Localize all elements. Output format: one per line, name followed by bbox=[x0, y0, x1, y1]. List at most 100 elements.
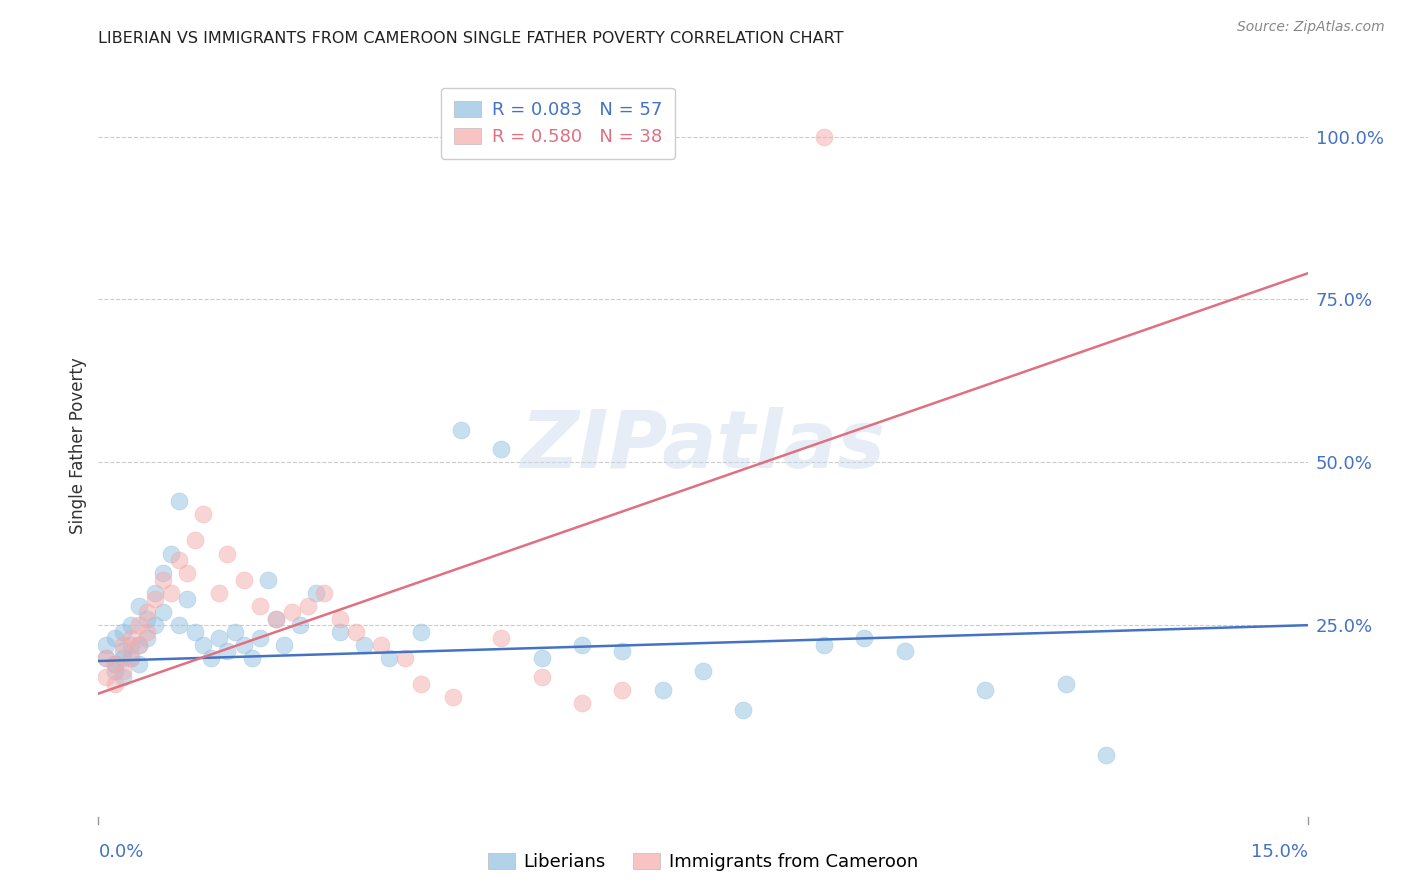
Point bbox=[120, 650, 142, 665]
Point bbox=[217, 547, 239, 561]
Point bbox=[96, 638, 118, 652]
Point bbox=[353, 638, 375, 652]
Point bbox=[249, 631, 271, 645]
Text: 15.0%: 15.0% bbox=[1250, 844, 1308, 862]
Text: ZIPatlas: ZIPatlas bbox=[520, 407, 886, 485]
Point bbox=[1054, 677, 1077, 691]
Point bbox=[96, 650, 118, 665]
Point bbox=[571, 638, 593, 652]
Point bbox=[441, 690, 464, 704]
Text: Source: ZipAtlas.com: Source: ZipAtlas.com bbox=[1237, 20, 1385, 34]
Point bbox=[111, 670, 134, 684]
Point bbox=[530, 670, 553, 684]
Point bbox=[167, 618, 190, 632]
Point bbox=[135, 624, 157, 639]
Point bbox=[176, 592, 198, 607]
Text: LIBERIAN VS IMMIGRANTS FROM CAMEROON SINGLE FATHER POVERTY CORRELATION CHART: LIBERIAN VS IMMIGRANTS FROM CAMEROON SIN… bbox=[98, 31, 844, 46]
Point bbox=[232, 573, 254, 587]
Point bbox=[344, 624, 367, 639]
Point bbox=[152, 566, 174, 580]
Point bbox=[530, 650, 553, 665]
Point bbox=[128, 638, 150, 652]
Point bbox=[491, 631, 513, 645]
Point bbox=[224, 624, 246, 639]
Point bbox=[128, 599, 150, 613]
Point bbox=[813, 129, 835, 144]
Point bbox=[152, 605, 174, 619]
Point bbox=[491, 442, 513, 457]
Point bbox=[733, 703, 755, 717]
Legend: Liberians, Immigrants from Cameroon: Liberians, Immigrants from Cameroon bbox=[481, 846, 925, 879]
Point bbox=[314, 585, 336, 599]
Point bbox=[288, 618, 311, 632]
Point bbox=[893, 644, 915, 658]
Point bbox=[143, 592, 166, 607]
Point bbox=[103, 657, 125, 672]
Point bbox=[120, 631, 142, 645]
Point bbox=[232, 638, 254, 652]
Point bbox=[305, 585, 328, 599]
Point bbox=[217, 644, 239, 658]
Point bbox=[111, 624, 134, 639]
Point bbox=[329, 624, 352, 639]
Point bbox=[143, 585, 166, 599]
Point bbox=[111, 644, 134, 658]
Point bbox=[200, 650, 222, 665]
Point bbox=[651, 683, 673, 698]
Point bbox=[152, 573, 174, 587]
Legend: R = 0.083   N = 57, R = 0.580   N = 38: R = 0.083 N = 57, R = 0.580 N = 38 bbox=[441, 88, 675, 159]
Point bbox=[160, 547, 183, 561]
Point bbox=[297, 599, 319, 613]
Point bbox=[120, 618, 142, 632]
Point bbox=[128, 638, 150, 652]
Point bbox=[974, 683, 997, 698]
Point bbox=[111, 638, 134, 652]
Point bbox=[111, 664, 134, 678]
Point bbox=[394, 650, 416, 665]
Point bbox=[612, 644, 634, 658]
Point bbox=[120, 650, 142, 665]
Point bbox=[450, 423, 472, 437]
Point bbox=[135, 605, 157, 619]
Point bbox=[120, 638, 142, 652]
Point bbox=[193, 638, 215, 652]
Point bbox=[409, 624, 432, 639]
Point bbox=[240, 650, 263, 665]
Point bbox=[377, 650, 399, 665]
Point bbox=[193, 508, 215, 522]
Point bbox=[111, 650, 134, 665]
Point bbox=[135, 612, 157, 626]
Y-axis label: Single Father Poverty: Single Father Poverty bbox=[69, 358, 87, 534]
Point bbox=[128, 618, 150, 632]
Point bbox=[103, 677, 125, 691]
Point bbox=[612, 683, 634, 698]
Point bbox=[103, 631, 125, 645]
Point bbox=[208, 585, 231, 599]
Point bbox=[135, 631, 157, 645]
Point bbox=[96, 650, 118, 665]
Point bbox=[264, 612, 287, 626]
Point bbox=[184, 533, 207, 548]
Point bbox=[160, 585, 183, 599]
Point bbox=[208, 631, 231, 645]
Point bbox=[281, 605, 304, 619]
Point bbox=[176, 566, 198, 580]
Point bbox=[103, 657, 125, 672]
Point bbox=[96, 670, 118, 684]
Text: 0.0%: 0.0% bbox=[98, 844, 143, 862]
Point bbox=[571, 697, 593, 711]
Point bbox=[249, 599, 271, 613]
Point bbox=[143, 618, 166, 632]
Point bbox=[184, 624, 207, 639]
Point bbox=[692, 664, 714, 678]
Point bbox=[409, 677, 432, 691]
Point bbox=[273, 638, 295, 652]
Point bbox=[853, 631, 876, 645]
Point bbox=[128, 657, 150, 672]
Point bbox=[167, 494, 190, 508]
Point bbox=[256, 573, 278, 587]
Point bbox=[813, 638, 835, 652]
Point bbox=[370, 638, 392, 652]
Point bbox=[103, 664, 125, 678]
Point bbox=[264, 612, 287, 626]
